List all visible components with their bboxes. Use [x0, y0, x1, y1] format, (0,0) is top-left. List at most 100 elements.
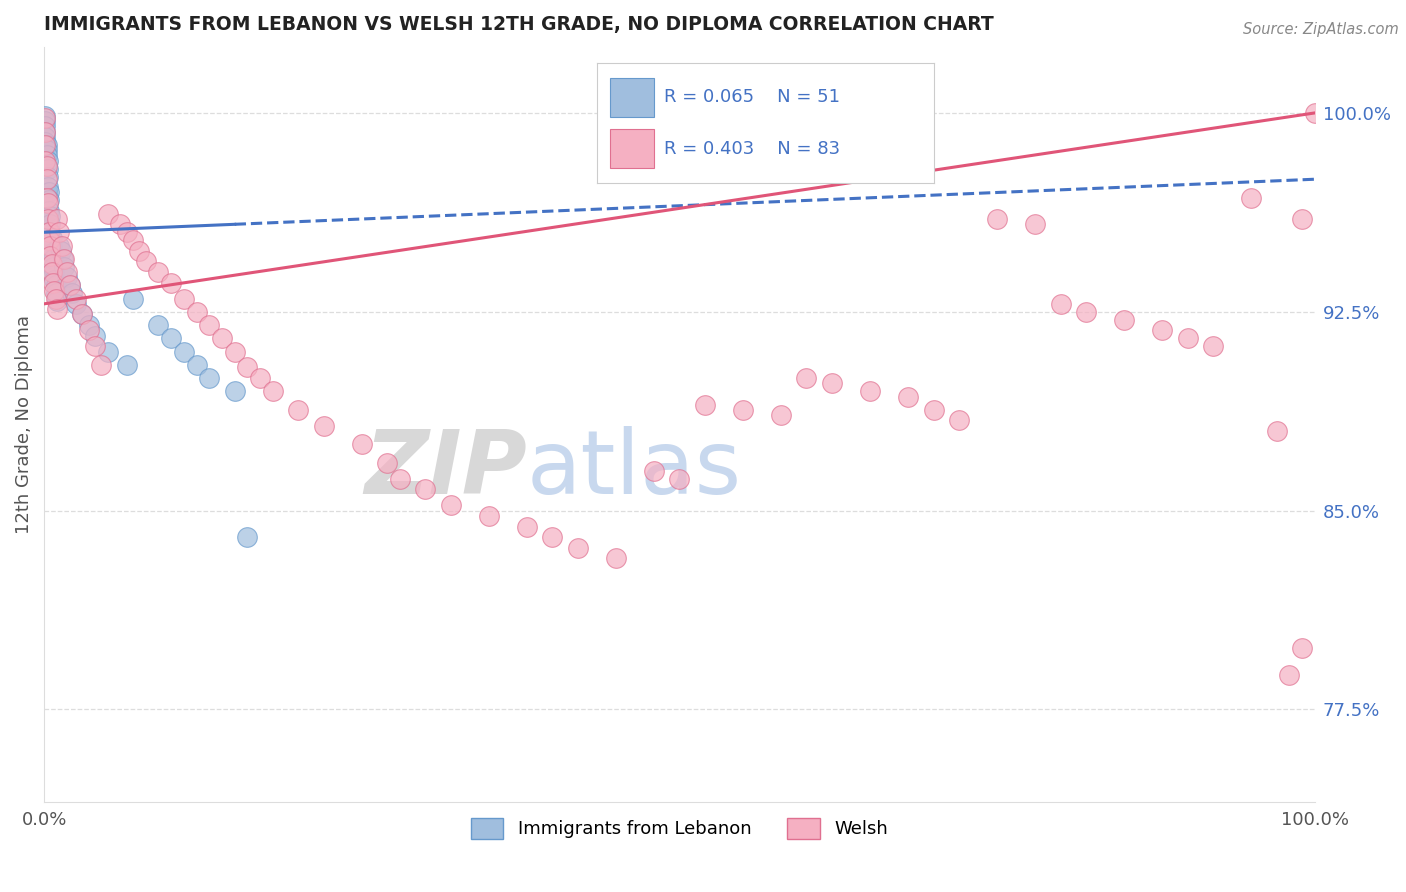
Point [38, 233, 60, 247]
Point [198, 318, 221, 332]
Point [413, 483, 436, 497]
Point [821, 376, 844, 391]
Point [41, 257, 63, 271]
Point [34, 124, 56, 138]
Point [1265, 424, 1288, 438]
Point [45, 302, 67, 317]
Point [312, 418, 335, 433]
Point [34, 119, 56, 133]
Point [90, 358, 112, 372]
Point [34, 124, 56, 138]
Point [1152, 323, 1174, 337]
Point [440, 499, 463, 513]
Point [45, 278, 67, 293]
Point [693, 398, 716, 412]
Legend: Immigrants from Lebanon, Welsh: Immigrants from Lebanon, Welsh [464, 811, 896, 847]
Point [38, 225, 60, 239]
Point [1291, 641, 1313, 656]
Point [56, 270, 79, 285]
Point [44, 273, 66, 287]
Point [34, 135, 56, 149]
Point [1074, 305, 1097, 319]
Point [45, 294, 67, 309]
Point [262, 384, 284, 399]
Point [48, 225, 70, 239]
Point [52, 252, 75, 266]
Point [42, 252, 65, 266]
Point [39, 249, 62, 263]
Point [37, 196, 59, 211]
Point [186, 305, 208, 319]
Point [56, 265, 79, 279]
Point [41, 230, 63, 244]
Point [186, 358, 208, 372]
Point [1177, 331, 1199, 345]
Point [65, 297, 87, 311]
Point [44, 265, 66, 279]
Point [160, 276, 183, 290]
Point [37, 180, 59, 194]
Point [39, 225, 62, 239]
Text: ZIP: ZIP [364, 426, 527, 513]
Point [34, 114, 56, 128]
Point [148, 318, 170, 332]
Point [45, 292, 67, 306]
Point [97, 207, 120, 221]
Point [97, 344, 120, 359]
Point [211, 331, 233, 345]
Point [35, 137, 58, 152]
Point [478, 508, 501, 523]
Point [173, 292, 195, 306]
Point [35, 172, 58, 186]
Point [897, 390, 920, 404]
Point [770, 408, 793, 422]
Point [60, 286, 83, 301]
Point [198, 371, 221, 385]
Point [516, 519, 538, 533]
Point [1303, 106, 1326, 120]
Point [249, 371, 271, 385]
Point [77, 318, 100, 332]
Point [42, 260, 65, 274]
Point [668, 472, 690, 486]
Point [38, 204, 60, 219]
Point [37, 169, 59, 184]
Point [986, 212, 1008, 227]
Point [148, 265, 170, 279]
Point [37, 212, 59, 227]
Point [38, 194, 60, 208]
Point [948, 413, 970, 427]
Point [70, 308, 93, 322]
Point [53, 260, 76, 274]
Text: IMMIGRANTS FROM LEBANON VS WELSH 12TH GRADE, NO DIPLOMA CORRELATION CHART: IMMIGRANTS FROM LEBANON VS WELSH 12TH GR… [44, 15, 994, 34]
Point [38, 186, 60, 200]
Point [388, 472, 411, 486]
Point [115, 225, 138, 239]
Point [35, 159, 58, 173]
Point [84, 339, 107, 353]
Point [160, 331, 183, 345]
Point [41, 238, 63, 252]
Point [41, 246, 63, 260]
Point [1024, 217, 1046, 231]
Point [35, 148, 58, 162]
Point [287, 403, 309, 417]
Point [796, 371, 818, 385]
Point [84, 328, 107, 343]
Point [236, 360, 259, 375]
Point [128, 244, 150, 258]
Text: atlas: atlas [527, 426, 742, 513]
Point [122, 233, 145, 247]
Point [224, 344, 246, 359]
Point [350, 437, 373, 451]
Point [859, 384, 882, 399]
Point [605, 551, 627, 566]
Point [34, 153, 56, 168]
Point [375, 456, 398, 470]
Point [34, 109, 56, 123]
Point [58, 278, 80, 293]
Point [44, 284, 66, 298]
Point [39, 210, 62, 224]
Point [224, 384, 246, 399]
Point [45, 212, 67, 227]
